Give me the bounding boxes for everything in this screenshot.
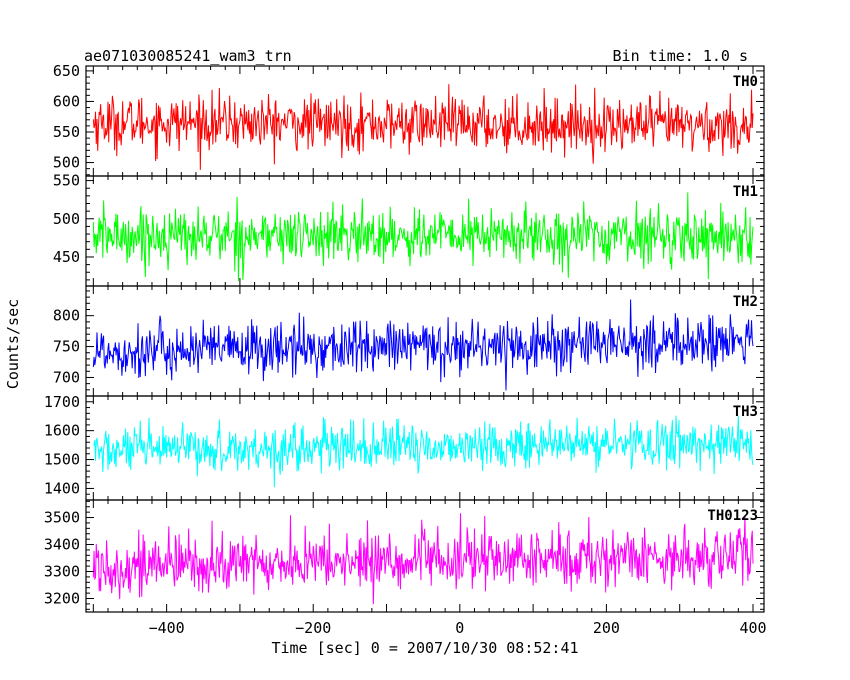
panel-th1: 450 500 550 TH1 [53, 172, 765, 287]
x-axis: −400 −200 0 200 400 [149, 619, 767, 637]
x-tick-label: 0 [455, 619, 464, 637]
x-tick-label: −200 [295, 619, 331, 637]
series-line-th0 [92, 84, 754, 170]
panel-frame [85, 285, 765, 397]
panel-label-th2: TH2 [733, 294, 758, 310]
y-tick-label: 750 [53, 338, 80, 356]
x-tick-label: 200 [593, 619, 620, 637]
y-axis-title: Counts/sec [4, 299, 22, 389]
y-tick-label: 3400 [44, 536, 80, 554]
panel-label-th1: TH1 [733, 184, 758, 200]
panel-th3: 1400 1500 1600 1700 TH3 [44, 393, 765, 501]
y-tick-label: 600 [53, 92, 80, 110]
y-tick-label: 1500 [44, 451, 80, 469]
panel-label-th0123: TH0123 [707, 508, 758, 524]
y-tick-label: 800 [53, 307, 80, 325]
y-tick-label: 3200 [44, 590, 80, 608]
series-line-th1 [92, 192, 754, 282]
x-tick-label: 400 [739, 619, 766, 637]
y-tick-label: 3500 [44, 509, 80, 527]
panel-th2: 700 750 800 TH2 [53, 285, 765, 397]
y-tick-label: 500 [53, 154, 80, 172]
series-line-th2 [92, 299, 754, 391]
y-tick-label: 450 [53, 248, 80, 266]
panel-frame [85, 499, 765, 613]
y-tick-label: 1700 [44, 393, 80, 411]
y-tick-label: 550 [53, 172, 80, 190]
panel-th0123: 3200 3300 3400 3500 TH0123 [44, 499, 765, 613]
x-tick-label: −400 [149, 619, 185, 637]
chart-title: ae071030085241_wam3_trn [84, 47, 292, 65]
y-tick-label: 700 [53, 368, 80, 386]
y-tick-label: 500 [53, 210, 80, 228]
y-tick-label: 1400 [44, 479, 80, 497]
panel-label-th0: TH0 [733, 74, 758, 90]
bin-time-label: Bin time: 1.0 s [613, 47, 748, 65]
y-tick-label: 1600 [44, 422, 80, 440]
series-line-th3 [93, 415, 754, 488]
panels-group: 500550600650TH0450500550TH1700750800TH21… [44, 62, 765, 613]
panel-th0: 500 550 600 650 TH0 [53, 62, 765, 177]
panel-label-th3: TH3 [733, 404, 758, 420]
x-axis-title: Time [sec] 0 = 2007/10/30 08:52:41 [271, 639, 578, 657]
series-line-th0123 [92, 513, 754, 605]
y-tick-label: 650 [53, 62, 80, 80]
y-tick-label: 550 [53, 123, 80, 141]
y-tick-label: 3300 [44, 563, 80, 581]
